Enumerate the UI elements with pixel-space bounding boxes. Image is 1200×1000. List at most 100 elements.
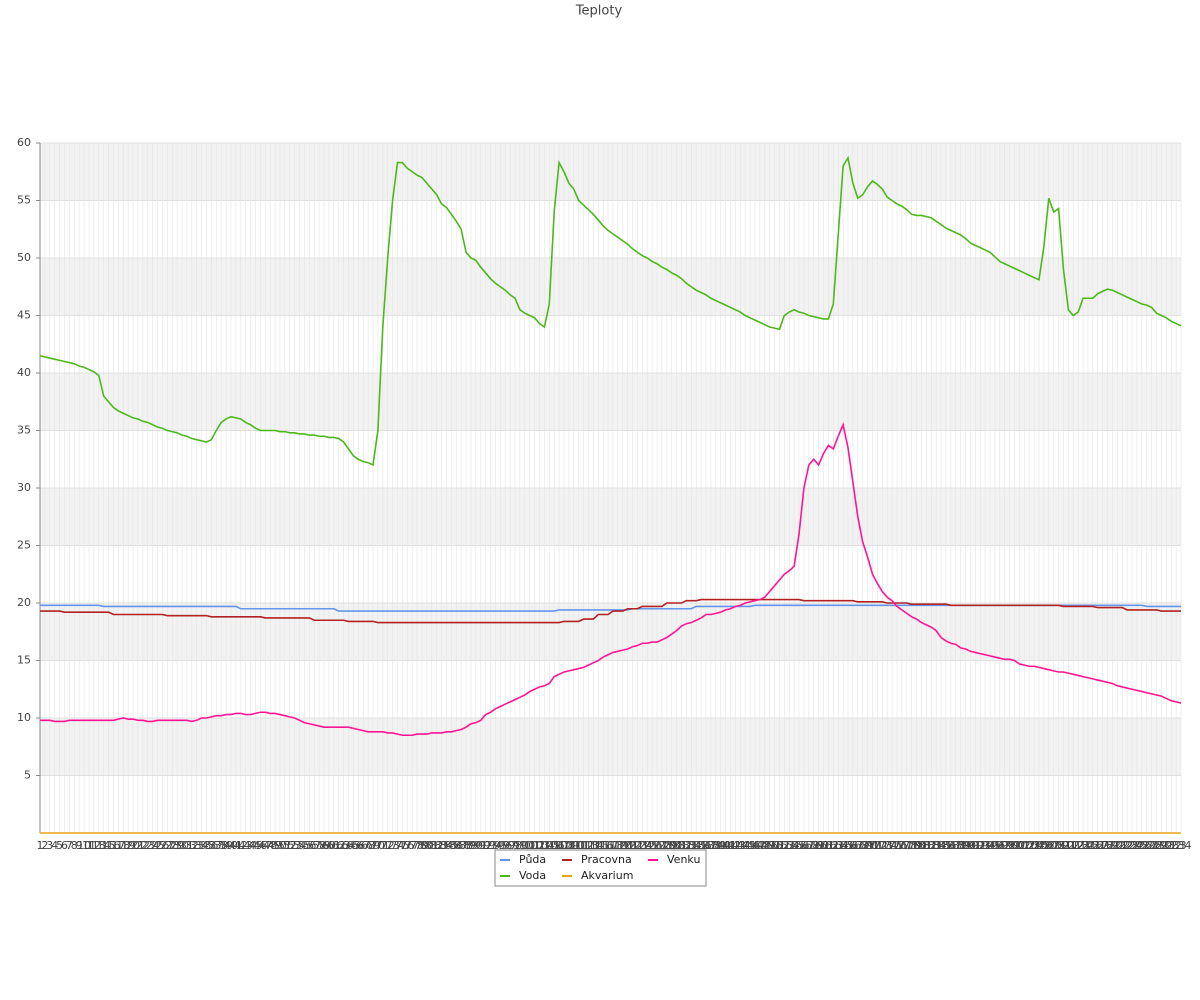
x-tick-label: 142 <box>720 839 741 852</box>
x-tick-label: 100 <box>514 839 535 852</box>
x-tick-label: 78 <box>410 839 424 852</box>
x-tick-label: 81 <box>425 839 439 852</box>
x-tick-label: 92 <box>479 839 493 852</box>
x-tick-label: 179 <box>901 839 922 852</box>
x-tick-label: 164 <box>828 839 849 852</box>
x-tick-label: 211 <box>1058 839 1079 852</box>
x-tick-label: 69 <box>366 839 380 852</box>
x-tick-label: 156 <box>789 839 810 852</box>
x-tick-label: 55 <box>297 839 311 852</box>
x-tick-label: 121 <box>617 839 638 852</box>
x-tick-label: 128 <box>651 839 672 852</box>
x-tick-label: 86 <box>449 839 463 852</box>
x-tick-label: 146 <box>740 839 761 852</box>
x-tick-label: 35 <box>199 839 213 852</box>
x-tick-label: 229 <box>1146 839 1167 852</box>
x-tick-label: 202 <box>1014 839 1035 852</box>
x-tick-label: 187 <box>940 839 961 852</box>
x-tick-label: 152 <box>769 839 790 852</box>
x-tick-label: 21 <box>131 839 145 852</box>
x-tick-label: 107 <box>549 839 570 852</box>
x-tick-label: 117 <box>598 839 619 852</box>
x-tick-label: 170 <box>857 839 878 852</box>
x-tick-label: 54 <box>293 839 307 852</box>
x-tick-label: 125 <box>637 839 658 852</box>
x-tick-label: 194 <box>975 839 996 852</box>
x-tick-label: 39 <box>219 839 233 852</box>
x-tick-label: 134 <box>681 839 702 852</box>
x-tick-label: 93 <box>484 839 498 852</box>
legend-label: Voda <box>519 869 546 882</box>
x-tick-label: 50 <box>273 839 287 852</box>
x-tick-label: 127 <box>647 839 668 852</box>
x-tick-label: 10 <box>77 839 91 852</box>
x-tick-label: 158 <box>798 839 819 852</box>
x-tick-label: 189 <box>950 839 971 852</box>
x-tick-label: 76 <box>400 839 414 852</box>
x-tick-label: 41 <box>229 839 243 852</box>
x-tick-label: 85 <box>444 839 458 852</box>
x-tick-label: 120 <box>612 839 633 852</box>
series-line <box>39 155 1182 467</box>
x-tick-label: 94 <box>488 839 502 852</box>
x-tick-label: 155 <box>784 839 805 852</box>
y-tick-label: 50 <box>17 251 31 264</box>
x-tick-label: 30 <box>175 839 189 852</box>
x-tick-label: 185 <box>931 839 952 852</box>
x-tick-label: 27 <box>160 839 174 852</box>
x-tick-label: 163 <box>823 839 844 852</box>
x-tick-label: 153 <box>774 839 795 852</box>
x-tick-label: 196 <box>984 839 1005 852</box>
x-tick-label: 218 <box>1092 839 1113 852</box>
x-tick-label: 65 <box>346 839 360 852</box>
y-tick-label: 5 <box>24 769 31 782</box>
x-tick-label: 51 <box>278 839 292 852</box>
x-tick-label: 205 <box>1028 839 1049 852</box>
x-tick-label: 112 <box>573 839 594 852</box>
x-tick-label: 144 <box>730 839 751 852</box>
x-tick-label: 38 <box>214 839 228 852</box>
x-tick-label: 224 <box>1122 839 1143 852</box>
legend-box <box>494 849 707 887</box>
y-tick-label: 15 <box>17 654 31 667</box>
x-tick-label: 42 <box>234 839 248 852</box>
x-tick-label: 99 <box>513 839 527 852</box>
x-tick-label: 160 <box>808 839 829 852</box>
x-tick-label: 43 <box>239 839 253 852</box>
y-tick-label: 10 <box>17 711 31 724</box>
y-tick-label: 60 <box>17 136 31 149</box>
x-tick-label: 24 <box>146 839 160 852</box>
x-tick-label: 66 <box>351 839 365 852</box>
x-tick-label: 53 <box>288 839 302 852</box>
x-tick-label: 3 <box>46 839 53 852</box>
x-tick-label: 115 <box>588 839 609 852</box>
x-tick-label: 217 <box>1087 839 1108 852</box>
x-tick-label: 59 <box>317 839 331 852</box>
grid-band <box>40 488 1181 546</box>
x-tick-label: 123 <box>627 839 648 852</box>
x-tick-label: 178 <box>896 839 917 852</box>
x-tick-label: 169 <box>852 839 873 852</box>
x-tick-label: 17 <box>111 839 125 852</box>
legend-label: Půda <box>519 853 546 866</box>
x-tick-label: 61 <box>327 839 341 852</box>
x-tick-label: 197 <box>989 839 1010 852</box>
x-tick-label: 124 <box>632 839 653 852</box>
x-tick-label: 199 <box>999 839 1020 852</box>
x-tick-label: 193 <box>970 839 991 852</box>
x-tick-label: 216 <box>1082 839 1103 852</box>
x-tick-label: 118 <box>602 839 623 852</box>
x-tick-label: 233 <box>1166 839 1187 852</box>
x-tick-label: 57 <box>307 839 321 852</box>
x-tick-label: 140 <box>710 839 731 852</box>
x-tick-label: 171 <box>862 839 883 852</box>
x-tick-label: 184 <box>926 839 947 852</box>
x-tick-label: 212 <box>1063 839 1084 852</box>
x-tick-label: 87 <box>454 839 468 852</box>
x-tick-label: 80 <box>420 839 434 852</box>
x-tick-label: 103 <box>529 839 550 852</box>
x-tick-label: 16 <box>106 839 120 852</box>
x-tick-label: 131 <box>666 839 687 852</box>
x-tick-label: 150 <box>759 839 780 852</box>
